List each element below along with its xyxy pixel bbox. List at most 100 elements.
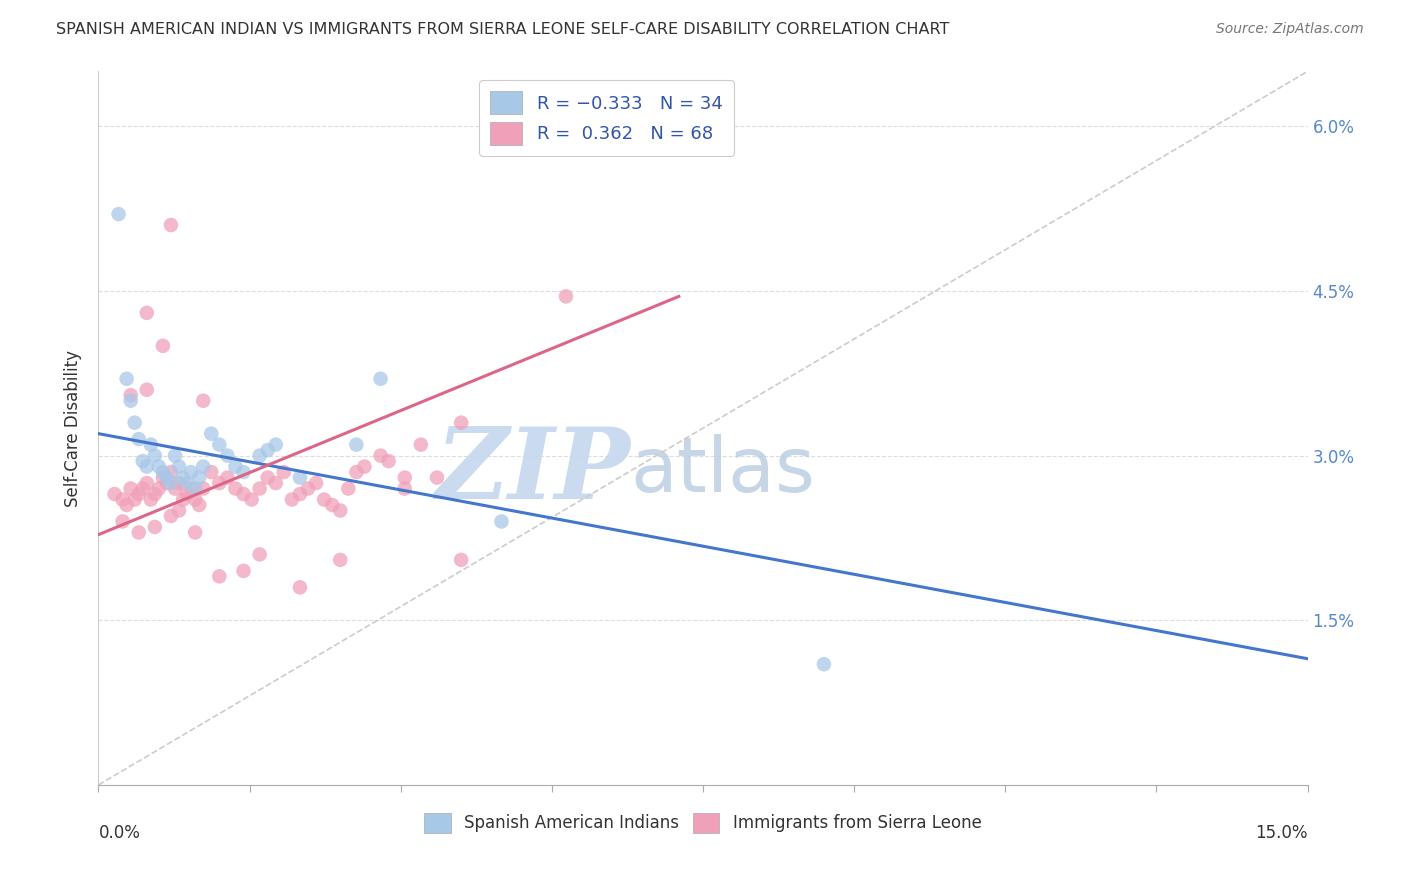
Point <box>288 487 311 501</box>
Point <box>156 476 179 491</box>
Text: 15.0%: 15.0% <box>1256 824 1308 842</box>
Point <box>120 482 142 496</box>
Point <box>370 449 392 463</box>
Point <box>217 470 239 484</box>
Point <box>200 465 222 479</box>
Point <box>156 470 179 484</box>
Point <box>344 437 367 451</box>
Point <box>132 482 155 496</box>
Point <box>329 553 352 567</box>
Point <box>273 465 295 479</box>
Point <box>344 465 367 479</box>
Point <box>208 437 231 451</box>
Point <box>813 657 835 672</box>
Point <box>135 476 157 491</box>
Point <box>115 498 138 512</box>
Point <box>184 525 207 540</box>
Point <box>491 515 513 529</box>
Point <box>184 492 207 507</box>
Point <box>180 465 202 479</box>
Point <box>353 459 375 474</box>
Point <box>249 482 271 496</box>
Point <box>167 459 190 474</box>
Point <box>128 487 150 501</box>
Point <box>152 339 174 353</box>
Point <box>288 470 311 484</box>
Point <box>394 470 416 484</box>
Point <box>135 383 157 397</box>
Point <box>180 482 202 496</box>
Point <box>152 465 174 479</box>
Point <box>200 426 222 441</box>
Point <box>176 487 198 501</box>
Point <box>160 465 183 479</box>
Point <box>143 520 166 534</box>
Point <box>167 503 190 517</box>
Point <box>193 459 215 474</box>
Point <box>139 437 162 451</box>
Point <box>337 482 360 496</box>
Point <box>132 454 155 468</box>
Text: 0.0%: 0.0% <box>98 824 141 842</box>
Point <box>163 449 186 463</box>
Point <box>135 459 157 474</box>
Text: Source: ZipAtlas.com: Source: ZipAtlas.com <box>1216 22 1364 37</box>
Point <box>124 416 146 430</box>
Point <box>208 569 231 583</box>
Point <box>111 492 134 507</box>
Point <box>321 498 343 512</box>
Point <box>232 487 254 501</box>
Point <box>128 432 150 446</box>
Point <box>148 482 170 496</box>
Point <box>143 487 166 501</box>
Point <box>224 459 246 474</box>
Point <box>217 449 239 463</box>
Point <box>297 482 319 496</box>
Point <box>409 437 432 451</box>
Point <box>305 476 328 491</box>
Legend: Spanish American Indians, Immigrants from Sierra Leone: Spanish American Indians, Immigrants fro… <box>416 805 990 841</box>
Point <box>256 470 278 484</box>
Point <box>450 553 472 567</box>
Point <box>160 508 183 523</box>
Point <box>152 470 174 484</box>
Y-axis label: Self-Care Disability: Self-Care Disability <box>65 350 83 507</box>
Text: ZIP: ZIP <box>436 423 630 519</box>
Point <box>111 515 134 529</box>
Point <box>124 492 146 507</box>
Point <box>188 498 211 512</box>
Point <box>120 393 142 408</box>
Point <box>193 482 215 496</box>
Text: SPANISH AMERICAN INDIAN VS IMMIGRANTS FROM SIERRA LEONE SELF-CARE DISABILITY COR: SPANISH AMERICAN INDIAN VS IMMIGRANTS FR… <box>56 22 949 37</box>
Point <box>128 525 150 540</box>
Point <box>232 564 254 578</box>
Point <box>184 482 207 496</box>
Point <box>240 492 263 507</box>
Point <box>329 503 352 517</box>
Point <box>107 207 129 221</box>
Point <box>172 492 194 507</box>
Point <box>120 388 142 402</box>
Point <box>394 482 416 496</box>
Point <box>314 492 336 507</box>
Point <box>148 459 170 474</box>
Point <box>264 476 287 491</box>
Point <box>163 482 186 496</box>
Point <box>193 393 215 408</box>
Point <box>377 454 399 468</box>
Point <box>264 437 287 451</box>
Point <box>281 492 304 507</box>
Point <box>167 476 190 491</box>
Point <box>426 470 449 484</box>
Point <box>249 449 271 463</box>
Point <box>160 476 183 491</box>
Point <box>224 482 246 496</box>
Point <box>143 449 166 463</box>
Point <box>249 548 271 562</box>
Point <box>135 306 157 320</box>
Text: atlas: atlas <box>630 434 815 508</box>
Point <box>288 580 311 594</box>
Point <box>103 487 125 501</box>
Point <box>115 372 138 386</box>
Point <box>139 492 162 507</box>
